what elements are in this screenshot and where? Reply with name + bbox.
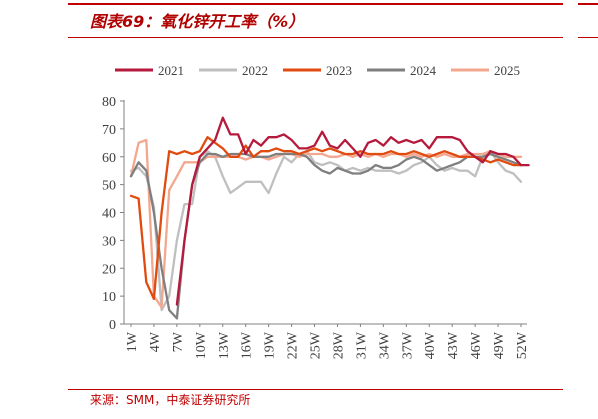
legend-label-2022: 2022	[242, 63, 268, 78]
y-tick-label: 20	[102, 262, 116, 277]
y-tick-label: 60	[102, 151, 116, 166]
series-line-2022	[129, 150, 523, 312]
x-tick-label: 4W	[148, 331, 163, 352]
source-note: 来源：SMM，中泰证券研究所	[90, 393, 251, 407]
series-line-2021	[175, 116, 530, 306]
x-tick-label: 40W	[423, 331, 438, 359]
legend-label-2025: 2025	[494, 63, 520, 78]
x-tick-label: 37W	[400, 331, 415, 359]
x-tick-label: 34W	[377, 331, 392, 359]
top-rule-right	[578, 3, 598, 5]
x-tick-label: 52W	[515, 331, 530, 359]
top-rule	[68, 3, 563, 5]
y-tick-label: 80	[102, 95, 116, 110]
series-line-2023	[129, 136, 523, 301]
x-tick-label: 49W	[492, 331, 507, 359]
x-tick-label: 13W	[217, 331, 232, 359]
y-tick-label: 70	[102, 123, 116, 138]
x-tick-label: 19W	[263, 331, 278, 359]
title-rule	[68, 37, 563, 38]
x-tick-label: 46W	[469, 331, 484, 359]
series-line-2025	[129, 138, 523, 309]
x-tick-label: 7W	[171, 331, 186, 352]
x-tick-label: 43W	[446, 331, 461, 359]
x-tick-label: 16W	[240, 331, 255, 359]
y-tick-label: 0	[109, 318, 116, 333]
x-tick-label: 31W	[354, 331, 369, 359]
x-tick-label: 10W	[194, 331, 209, 359]
legend-label-2023: 2023	[326, 63, 352, 78]
series-line-2024	[129, 152, 523, 320]
legend-label-2021: 2021	[158, 63, 184, 78]
x-tick-label: 22W	[286, 331, 301, 359]
x-tick-label: 1W	[125, 331, 140, 352]
y-tick-label: 30	[102, 234, 116, 249]
y-tick-label: 50	[102, 179, 116, 194]
source-rule	[68, 389, 563, 390]
legend-label-2024: 2024	[410, 63, 437, 78]
y-tick-label: 40	[102, 207, 116, 222]
y-tick-label: 10	[102, 290, 116, 305]
x-tick-label: 25W	[309, 331, 324, 359]
x-tick-label: 28W	[331, 331, 346, 359]
chart-title: 图表69：氧化锌开工率（%）	[90, 12, 305, 31]
title-rule-right	[578, 37, 598, 38]
